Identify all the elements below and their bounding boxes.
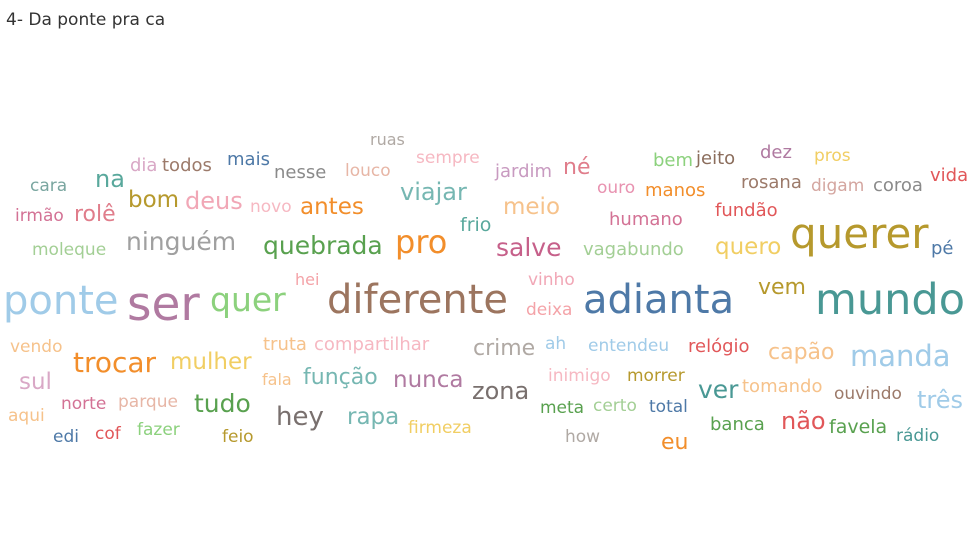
word-56: ah <box>545 334 567 354</box>
word-12: pros <box>814 146 851 166</box>
word-1: sempre <box>416 148 480 168</box>
word-49: mundo <box>815 275 965 325</box>
word-88: fazer <box>137 420 180 440</box>
word-54: compartilhar <box>314 334 430 355</box>
word-92: rádio <box>896 426 940 446</box>
word-0: ruas <box>370 130 405 149</box>
word-4: mais <box>227 149 270 170</box>
word-34: pro <box>395 223 448 261</box>
word-35: quebrada <box>263 231 383 260</box>
word-84: favela <box>829 416 888 438</box>
word-36: salve <box>496 233 562 262</box>
word-91: eu <box>661 430 689 455</box>
word-23: deus <box>185 187 243 215</box>
word-48: adianta <box>583 277 735 323</box>
word-64: função <box>303 365 378 390</box>
word-13: na <box>95 165 125 193</box>
word-15: cara <box>30 176 68 196</box>
word-18: rosana <box>741 172 802 193</box>
word-73: norte <box>61 394 107 414</box>
word-42: vinho <box>528 270 575 290</box>
word-85: aqui <box>8 406 45 426</box>
word-16: ouro <box>597 178 636 198</box>
word-67: inimigo <box>548 366 611 386</box>
word-78: firmeza <box>408 418 472 438</box>
word-81: total <box>649 397 688 417</box>
word-8: né <box>563 155 591 180</box>
word-26: meio <box>503 194 561 220</box>
word-20: coroa <box>873 175 923 196</box>
word-71: ouvindo <box>834 384 902 404</box>
word-40: moleque <box>32 240 107 260</box>
word-86: edi <box>53 427 79 447</box>
word-6: louco <box>345 161 391 181</box>
word-9: bem <box>653 150 694 171</box>
word-17: manos <box>645 180 706 201</box>
word-63: fala <box>262 370 292 389</box>
word-25: antes <box>300 194 364 220</box>
word-65: nunca <box>393 367 464 393</box>
word-47: diferente <box>327 277 509 323</box>
word-80: certo <box>593 396 637 416</box>
word-69: ver <box>698 375 739 404</box>
word-3: todos <box>162 155 212 176</box>
word-55: crime <box>473 336 536 361</box>
word-76: hey <box>276 402 324 432</box>
word-27: fundão <box>715 200 778 221</box>
word-50: deixa <box>526 300 573 320</box>
word-19: digam <box>811 176 865 196</box>
word-72: três <box>917 386 964 414</box>
word-2: dia <box>130 155 158 176</box>
word-45: ser <box>127 277 200 332</box>
word-51: trocar <box>73 346 157 379</box>
word-14: vida <box>930 165 969 186</box>
word-75: tudo <box>194 389 251 418</box>
word-33: querer <box>790 209 929 258</box>
word-37: vagabundo <box>583 239 684 260</box>
word-87: cof <box>95 424 121 444</box>
word-82: banca <box>710 414 765 435</box>
word-22: bom <box>128 187 180 213</box>
word-53: truta <box>263 334 307 355</box>
word-41: hei <box>295 270 320 289</box>
word-61: vendo <box>10 337 63 357</box>
word-44: ponte <box>3 278 119 324</box>
word-57: entendeu <box>588 336 670 356</box>
word-70: tomando <box>742 376 823 397</box>
word-11: dez <box>760 142 792 163</box>
word-62: sul <box>19 369 52 395</box>
word-74: parque <box>118 392 178 412</box>
word-90: how <box>565 427 601 447</box>
word-30: frio <box>460 214 492 236</box>
word-39: pé <box>931 238 954 259</box>
word-43: vem <box>758 275 806 300</box>
word-21: viajar <box>400 178 467 206</box>
word-29: rolê <box>74 202 116 227</box>
word-68: morrer <box>627 366 685 386</box>
word-5: nesse <box>274 162 327 183</box>
sheet-title: 4- Da ponte pra ca <box>6 10 166 30</box>
word-38: quero <box>715 234 782 260</box>
word-32: ninguém <box>126 227 237 256</box>
word-66: zona <box>472 377 530 405</box>
word-59: capão <box>768 340 835 365</box>
word-46: quer <box>210 280 286 319</box>
word-58: relógio <box>688 336 750 357</box>
word-83: não <box>781 407 826 435</box>
word-31: humano <box>609 209 683 230</box>
word-10: jeito <box>696 148 736 169</box>
word-60: manda <box>850 339 951 373</box>
word-79: meta <box>540 398 585 418</box>
word-52: mulher <box>170 349 252 375</box>
word-28: irmão <box>15 206 64 226</box>
word-89: feio <box>222 427 254 447</box>
word-7: jardim <box>495 161 553 182</box>
word-24: novo <box>250 197 292 217</box>
word-77: rapa <box>347 404 400 430</box>
